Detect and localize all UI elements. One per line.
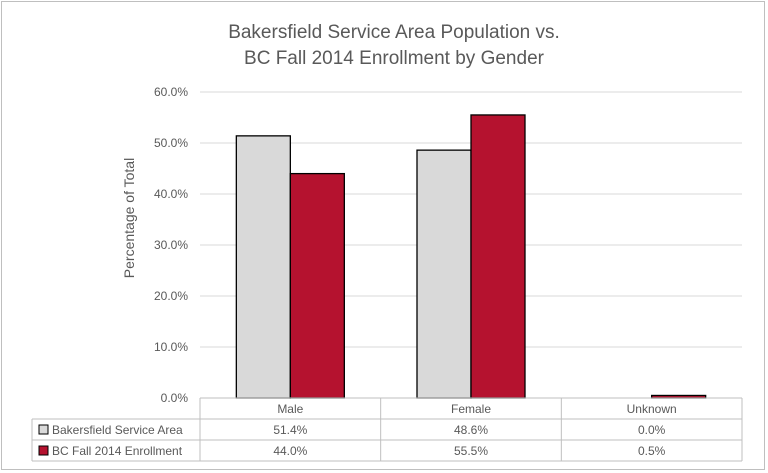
x-tick-label: Female — [451, 402, 491, 416]
data-label: 0.5% — [638, 444, 666, 458]
y-tick-label: 40.0% — [154, 187, 188, 201]
y-axis-label: Percentage of Total — [121, 158, 137, 278]
data-label: 51.4% — [273, 423, 307, 437]
y-tick-label: 60.0% — [154, 85, 188, 99]
data-label: 48.6% — [454, 423, 488, 437]
data-label: 0.0% — [638, 423, 666, 437]
legend-label: Bakersfield Service Area — [52, 423, 183, 437]
y-tick-label: 50.0% — [154, 136, 188, 150]
legend-label: BC Fall 2014 Enrollment — [52, 444, 183, 458]
data-label: 55.5% — [454, 444, 488, 458]
chart-title-line: Bakersfield Service Area Population vs. — [228, 22, 560, 43]
legend-swatch — [38, 445, 49, 456]
y-tick-label: 0.0% — [161, 391, 189, 405]
bar — [470, 114, 526, 399]
y-tick-label: 20.0% — [154, 289, 188, 303]
x-tick-label: Male — [277, 402, 303, 416]
bar — [289, 172, 345, 399]
bar — [416, 149, 472, 399]
x-tick-label: Unknown — [627, 402, 677, 416]
y-tick-label: 10.0% — [154, 340, 188, 354]
y-tick-label: 30.0% — [154, 238, 188, 252]
bar — [235, 135, 291, 399]
chart-title-line: BC Fall 2014 Enrollment by Gender — [244, 48, 545, 69]
data-label: 44.0% — [273, 444, 307, 458]
legend-swatch — [38, 424, 49, 435]
